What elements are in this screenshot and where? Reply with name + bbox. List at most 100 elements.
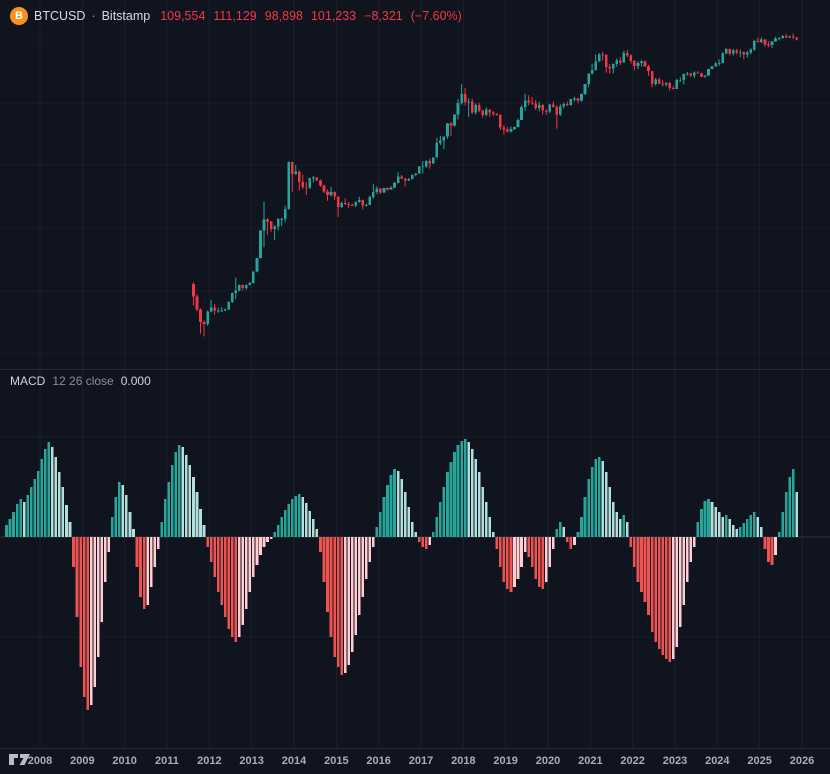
- macd-bar: [738, 527, 742, 537]
- macd-bar: [492, 532, 495, 537]
- candle-body: [657, 79, 661, 84]
- macd-bar: [29, 487, 33, 537]
- symbol-legend[interactable]: B BTCUSD · Bitstamp 109,554 111,129 98,8…: [10, 7, 462, 25]
- macd-bar: [562, 527, 566, 537]
- candle-body: [410, 175, 414, 180]
- macd-bar: [223, 537, 227, 617]
- candle-body: [534, 103, 537, 108]
- macd-bar: [781, 512, 784, 537]
- tradingview-logo-icon: [9, 754, 30, 765]
- macd-bar: [629, 537, 633, 547]
- macd-bar: [502, 537, 506, 582]
- macd-bar: [118, 482, 121, 537]
- indicator-value: 0.000: [120, 374, 151, 388]
- candle-body: [580, 93, 583, 101]
- macd-bar: [407, 507, 410, 537]
- macd-bar: [273, 532, 276, 537]
- macd-bar: [559, 522, 562, 537]
- macd-bar: [33, 479, 37, 537]
- candle-body: [650, 71, 654, 84]
- candle-body: [671, 87, 675, 89]
- candle-body: [548, 104, 552, 112]
- macd-bar: [5, 525, 8, 537]
- candle-body: [276, 218, 280, 227]
- macd-bar: [389, 475, 393, 537]
- macd-bar: [156, 537, 160, 549]
- macd-bar: [615, 512, 619, 537]
- indicator-legend[interactable]: MACD 12 26 close 0.000: [10, 374, 151, 388]
- candle-body: [312, 177, 315, 179]
- tradingview-logo[interactable]: [8, 751, 32, 773]
- candle-body: [234, 290, 238, 293]
- macd-bar: [386, 485, 389, 537]
- macd-bar: [181, 447, 185, 537]
- macd-bar: [72, 537, 75, 567]
- candle-body: [393, 182, 396, 188]
- macd-bar: [343, 537, 347, 673]
- year-label: 2022: [620, 755, 645, 767]
- macd-bar: [354, 537, 358, 635]
- macd-bar: [604, 472, 608, 537]
- macd-bar: [611, 502, 615, 537]
- candle-body: [738, 51, 742, 53]
- candle-body: [664, 83, 668, 85]
- candle-body: [523, 100, 527, 107]
- macd-bar: [541, 537, 544, 589]
- candle-body: [643, 61, 647, 67]
- macd-bar: [280, 517, 283, 537]
- candle-body: [199, 309, 202, 323]
- change-value: −8,321: [364, 9, 403, 23]
- macd-bar: [294, 496, 298, 537]
- macd-bar: [111, 517, 114, 537]
- candle-body: [527, 100, 530, 103]
- macd-bar: [777, 532, 781, 537]
- macd-bar: [350, 537, 354, 652]
- macd-bar: [449, 462, 453, 537]
- candle-body: [509, 128, 513, 132]
- macd-bar: [749, 515, 753, 537]
- candle-body: [269, 221, 273, 230]
- macd-bar: [784, 492, 788, 537]
- candle-body: [241, 285, 245, 289]
- candle-body: [544, 110, 548, 112]
- high-value: 111,129: [213, 9, 257, 23]
- ohlc-values: 109,554 111,129 98,898 101,233 −8,321 (−…: [160, 9, 462, 23]
- macd-bar: [283, 510, 287, 537]
- candle-body: [703, 75, 707, 77]
- candle-body: [770, 41, 774, 46]
- candle-body: [735, 50, 739, 53]
- candle-body: [273, 226, 276, 230]
- macd-bar: [372, 537, 375, 547]
- candle-body: [777, 38, 781, 39]
- macd-bar: [619, 519, 622, 537]
- macd-bar: [424, 537, 428, 549]
- candle-body: [297, 171, 301, 182]
- macd-bar: [12, 512, 15, 537]
- macd-bar: [527, 537, 530, 557]
- candle-body: [633, 60, 636, 66]
- macd-bar: [220, 537, 223, 605]
- candle-body: [195, 296, 199, 310]
- year-label: 2012: [197, 755, 222, 767]
- candle-body: [262, 219, 266, 231]
- macd-bar: [481, 487, 485, 537]
- candle-body: [424, 160, 428, 167]
- close-value: 101,233: [310, 9, 357, 23]
- candle-body: [347, 203, 350, 205]
- candle-body: [516, 119, 520, 127]
- symbol-name[interactable]: BTCUSD: [34, 9, 86, 23]
- macd-bar: [703, 501, 707, 537]
- macd-bar: [8, 519, 12, 537]
- macd-bar: [146, 537, 149, 605]
- macd-bar: [474, 459, 477, 537]
- macd-bar: [255, 537, 259, 565]
- macd-bar: [795, 492, 798, 537]
- candle-body: [767, 44, 770, 46]
- candle-body: [668, 83, 671, 88]
- candle-body: [463, 93, 467, 103]
- time-axis[interactable]: 2008 2009 2010 2011 2012 2013 2014 2015 2016 2017…: [0, 748, 830, 774]
- candle-body: [583, 84, 587, 94]
- candle-body: [266, 219, 269, 222]
